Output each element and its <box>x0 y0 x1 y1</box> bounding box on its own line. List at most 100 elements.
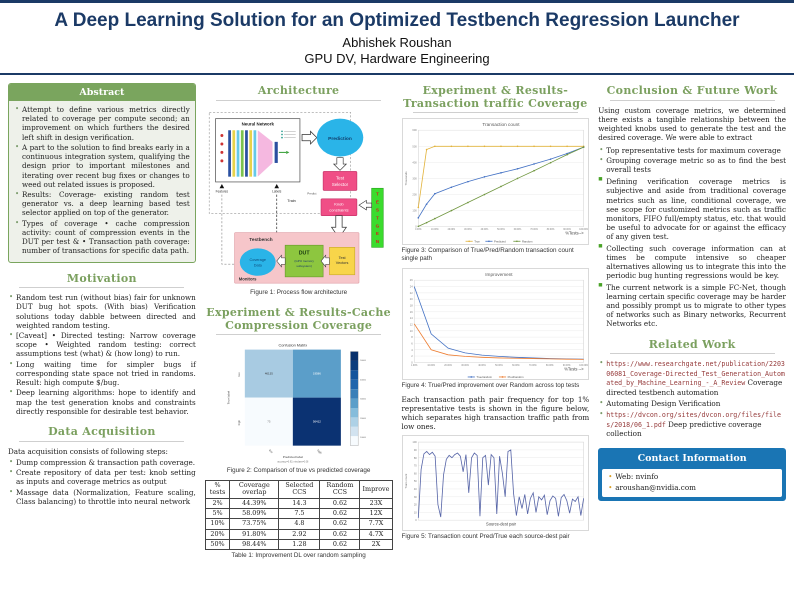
svg-text:12: 12 <box>409 322 412 326</box>
labels-label: Labels <box>272 189 282 193</box>
data-acquisition-section: Data Acquisition Data acquisition consis… <box>8 425 196 506</box>
svg-text:True: True <box>474 240 480 244</box>
confusion-note: accuracy=0.92; misclass=0.08 <box>277 461 309 464</box>
svg-text:subsystem): subsystem) <box>296 263 312 267</box>
table-row: 20% 91.80% 2.92 0.62 4.7X <box>204 528 393 541</box>
svg-text:constraints: constraints <box>329 207 348 212</box>
conclusion-block: Collecting such coverage information can… <box>598 244 786 281</box>
conclusion-block: The current network is a simple FC-Net, … <box>598 283 786 329</box>
data-acquisition-item: Massage data (Normalization, Feature sca… <box>8 488 196 506</box>
abstract-item: A part to the solution to find breaks ea… <box>14 143 190 189</box>
svg-text:40000: 40000 <box>360 380 367 382</box>
svg-text:Pred/random: Pred/random <box>507 374 524 378</box>
cache-coverage-section: Experiment & Results-Cache Compression C… <box>204 305 393 560</box>
table1-caption: Table 1: Improvement DL over random samp… <box>231 552 366 560</box>
figure5-caption: Figure 5: Transaction count Pred/True ea… <box>401 533 570 541</box>
svg-text:26: 26 <box>409 278 412 282</box>
contact-item-email[interactable]: aroushan@nvidia.com <box>607 483 777 494</box>
contact-body: Web: nvinfo aroushan@nvidia.com <box>602 469 782 497</box>
poster-affiliation: GPU DV, Hardware Engineering <box>304 51 490 66</box>
poster-title: A Deep Learning Solution for an Optimize… <box>54 10 740 31</box>
coverage-data-node <box>239 248 276 276</box>
svg-text:20: 20 <box>409 297 412 301</box>
monitors-label: Monitors <box>239 276 257 281</box>
confusion-cells: 46135 19586 75 56412 <box>244 349 341 446</box>
svg-text:Thousands: Thousands <box>404 171 408 186</box>
architecture-title: Architecture <box>257 84 340 97</box>
section-rule <box>609 99 775 101</box>
poster-author: Abhishek Roushan <box>342 35 452 50</box>
svg-text:60: 60 <box>413 472 416 476</box>
contact-block: Contact Information Web: nvinfo aroushan… <box>598 448 786 501</box>
related-work-title: Related Work <box>648 337 736 351</box>
figure2-confusion-matrix: Confusion Matrix 46135 19586 75 56412 Tr… <box>226 344 367 464</box>
svg-text:10: 10 <box>413 511 416 515</box>
cache-section-title: Experiment & Results-Cache Compression C… <box>206 305 391 332</box>
svg-text:40: 40 <box>413 487 416 491</box>
svg-text:True/random: True/random <box>476 374 492 378</box>
svg-text:70.00%: 70.00% <box>529 364 537 366</box>
confusion-title: Confusion Matrix <box>278 344 307 348</box>
svg-text:90: 90 <box>413 448 416 452</box>
svg-text:80: 80 <box>413 456 416 460</box>
svg-text:70.00%: 70.00% <box>530 229 538 231</box>
related-url-link[interactable]: https://www.researchgate.net/publication… <box>606 360 785 388</box>
abstract-item: Attempt to define various metrics direct… <box>14 105 190 142</box>
chart-canvas: 0 100 200 300 400 500 600 Transaction count Thou… <box>404 122 588 244</box>
svg-text:30.00%: 30.00% <box>461 364 469 366</box>
svg-text:18: 18 <box>409 303 412 307</box>
motivation-item: Deep learning algorithms: hope to identi… <box>8 388 196 416</box>
prediction-label: Prediction <box>328 135 352 141</box>
table-row: 2% 44.39% 14.3 0.62 23X <box>204 497 393 510</box>
svg-text:4: 4 <box>411 347 413 351</box>
confusion-cell-value: 56412 <box>313 420 321 424</box>
table-row: 5% 58.09% 7.5 0.62 12X <box>204 507 393 520</box>
svg-text:%Tests -->: %Tests --> <box>564 366 584 371</box>
svg-text:100: 100 <box>412 209 417 213</box>
data-acquisition-item: Create repository of data per test: knob… <box>8 468 196 486</box>
contact-title: Contact Information <box>600 450 784 468</box>
svg-text:14: 14 <box>409 316 412 320</box>
figure4-improvement-chart: 0 2 4 6 8 10 12 14 16 18 20 22 24 26 Improvement 1.00% 1… <box>401 267 590 380</box>
testbench-label: Testbench <box>249 237 272 243</box>
conclusion-bullet: Top representative tests for maximum cov… <box>598 146 786 155</box>
svg-text:G: G <box>375 223 379 228</box>
nn-to-prediction-arrow <box>301 130 318 145</box>
related-url-link[interactable]: https://dvcon.org/sites/dvcon.org/files/… <box>606 411 781 429</box>
svg-text:20000: 20000 <box>360 418 367 420</box>
table-header-row: % tests Coverage overlap Selected CCS Rando… <box>204 479 393 499</box>
svg-text:E: E <box>376 231 379 236</box>
svg-text:0: 0 <box>415 519 417 523</box>
svg-text:%Tests-->: %Tests--> <box>565 231 584 236</box>
abstract-block: Abstract Attempt to define various metri… <box>8 83 196 263</box>
test-selector-label: Test <box>336 175 345 180</box>
svg-text:(GPU memory: (GPU memory <box>294 259 314 263</box>
svg-text:100: 100 <box>412 441 417 445</box>
confusion-cell-value: 46135 <box>265 372 273 376</box>
table-row: 10% 73.75% 4.8 0.62 7.7X <box>204 518 393 530</box>
test-selector-node: Test Selector <box>322 170 357 191</box>
data-acquisition-item: Dump compression & transaction path cove… <box>8 458 196 467</box>
svg-text:8: 8 <box>411 335 413 339</box>
data-acquisition-intro: Data acquisition consists of following s… <box>8 446 168 456</box>
related-url-desc: Deep predictive coverage collection <box>606 419 762 438</box>
predict-label: Predict <box>307 191 316 195</box>
data-acquisition-list: Dump compression & transaction path cove… <box>8 458 196 506</box>
testgen-to-knob-arrow <box>358 199 372 211</box>
poster-columns: Abstract Attempt to define various metri… <box>0 75 794 570</box>
abstract-body: Attempt to define various metrics direct… <box>9 101 195 262</box>
svg-text:Trans count: Trans count <box>404 474 408 489</box>
transaction-coverage-section: Experiment & Results-Transaction traffic… <box>401 84 590 541</box>
contact-item: Web: nvinfo <box>607 472 777 483</box>
neural-network-label: Neural Network <box>241 121 274 126</box>
knob-constraints-node: Knob constraints <box>320 198 357 216</box>
conclusion-title: Conclusion & Future Work <box>606 84 778 97</box>
confusion-xlabel: Predicted label <box>283 455 304 459</box>
svg-text:Data: Data <box>253 263 262 267</box>
conclusion-block: Defining verification coverage metrics i… <box>598 177 786 242</box>
header-rule <box>0 73 794 75</box>
svg-text:20.00%: 20.00% <box>447 229 455 231</box>
svg-text:high: high <box>316 449 323 456</box>
